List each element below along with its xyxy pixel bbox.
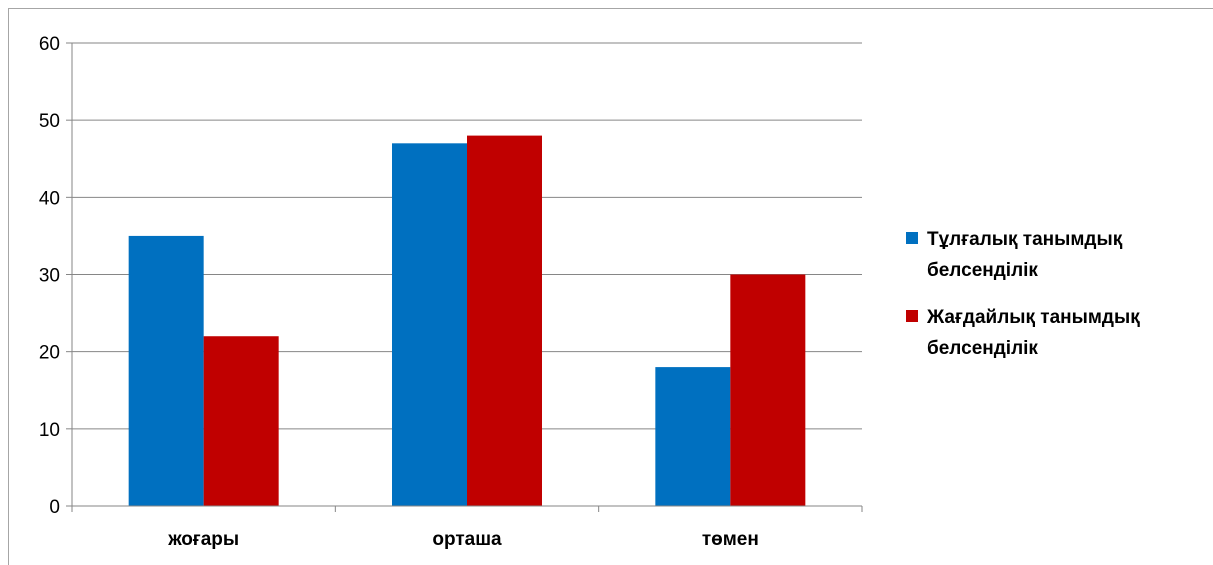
bar	[392, 143, 467, 507]
legend-label: Жағдайлық танымдық	[926, 307, 1140, 328]
legend-label: белсенділік	[927, 338, 1038, 359]
x-category-label: орташа	[432, 529, 502, 550]
bars	[128, 135, 806, 507]
y-tick-label: 20	[39, 343, 60, 364]
bar	[655, 367, 731, 506]
x-category-label: жоғары	[167, 529, 239, 550]
legend: Тұлғалық танымдық белсенділік Жағдайлық та…	[906, 229, 1140, 359]
legend-label: белсенділік	[927, 260, 1038, 281]
y-tick-label: 60	[39, 34, 60, 55]
y-tick-label: 30	[39, 266, 60, 287]
bar	[730, 274, 806, 506]
bar	[203, 336, 279, 506]
y-tick-label: 0	[49, 497, 60, 518]
bar	[467, 135, 542, 506]
y-tick-label: 10	[39, 420, 60, 441]
bar	[128, 235, 204, 506]
legend-swatch	[906, 232, 918, 244]
axes: 0 10 20 30 40 50 60 жоғары орташа төмен	[39, 34, 863, 550]
legend-swatch	[906, 310, 918, 322]
legend-label: Тұлғалық танымдық	[927, 229, 1123, 250]
x-category-label: төмен	[702, 529, 759, 550]
y-tick-label: 50	[39, 111, 60, 132]
y-tick-label: 40	[39, 188, 60, 209]
